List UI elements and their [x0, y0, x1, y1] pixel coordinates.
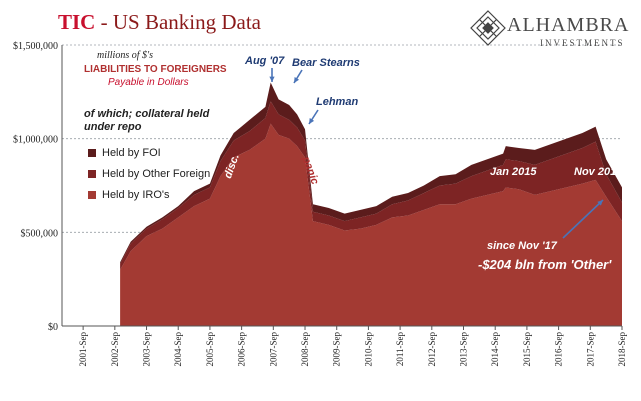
- x-axis-ticks: 2001-Sep 2002-Sep 2003-Sep 2004-Sep 2005-Sep…: [78, 326, 627, 367]
- y-tick-label-1: $500,000: [21, 228, 59, 239]
- x-tick-label-10: 2011-Sep: [395, 332, 405, 367]
- x-tick-label-5: 2006-Sep: [237, 332, 247, 367]
- legend-item-other: Held by Other Foreign: [88, 163, 210, 184]
- series-area-1: [120, 101, 622, 270]
- series-area-0: [120, 123, 622, 327]
- annotation-lehman: Lehman: [316, 96, 359, 108]
- liabilities-note: LIABILITIES TO FOREIGNERS: [84, 64, 227, 75]
- legend-swatch-iro: [88, 190, 96, 199]
- x-tick-label-1: 2002-Sep: [110, 332, 120, 367]
- annotation-nov2017: Nov 2017: [574, 166, 623, 178]
- legend-label-other: Held by Other Foreign: [102, 167, 211, 180]
- title-prefix: TIC: [58, 10, 96, 34]
- arrow-since-nov17-head: [597, 200, 603, 206]
- x-tick-label-3: 2004-Sep: [173, 332, 183, 367]
- x-tick-label-2: 2003-Sep: [142, 332, 152, 367]
- annotation-since-nov17: since Nov '17: [487, 240, 557, 252]
- y-axis-ticks: $0 $500,000 $1,000,000 $1,500,000: [13, 41, 58, 333]
- x-tick-label-13: 2014-Sep: [490, 332, 500, 367]
- units-note: millions of $'s: [97, 50, 154, 61]
- logo-name: ALHAMBRA: [507, 14, 630, 36]
- arrow-lehman-head: [309, 118, 315, 124]
- legend-item-iro: Held by IRO's: [88, 184, 210, 205]
- annotation-arrows: [269, 68, 604, 239]
- collateral-note: of which; collateral held under repo: [84, 108, 210, 133]
- legend-swatch-foi: [88, 148, 96, 157]
- y-tick-label-2: $1,000,000: [13, 135, 58, 146]
- x-tick-label-4: 2005-Sep: [205, 332, 215, 367]
- diamond-lattice-icon: [470, 10, 506, 46]
- x-tick-label-16: 2017-Sep: [585, 332, 595, 367]
- annotation-jan2015: Jan 2015: [490, 166, 537, 178]
- x-tick-label-17: 2018-Sep: [617, 332, 627, 367]
- annotation-aug07: Aug '07: [245, 55, 285, 67]
- y-tick-label-3: $1,500,000: [13, 41, 58, 52]
- chart-title: TIC - US Banking Data: [58, 10, 261, 35]
- x-tick-label-12: 2013-Sep: [459, 332, 469, 367]
- x-tick-label-9: 2010-Sep: [363, 332, 373, 367]
- x-tick-label-8: 2009-Sep: [332, 332, 342, 367]
- x-tick-label-14: 2015-Sep: [522, 332, 532, 367]
- arrow-aug07-head: [269, 76, 275, 82]
- legend-label-foi: Held by FOI: [102, 146, 161, 159]
- chart-legend: Held by FOI Held by Other Foreign Held b…: [88, 142, 210, 205]
- annotation-bear-stearns: Bear Stearns: [292, 57, 360, 69]
- arrow-since-nov17-shaft: [562, 199, 604, 239]
- chart-areas: [120, 82, 622, 327]
- annotation-decline: -$204 bln from 'Other': [478, 257, 612, 272]
- chart-axes: [61, 45, 622, 327]
- x-tick-label-15: 2016-Sep: [554, 332, 564, 367]
- y-tick-label-0: $0: [48, 322, 58, 333]
- logo-sub: INVESTMENTS: [540, 38, 625, 48]
- x-tick-label-11: 2012-Sep: [427, 332, 437, 367]
- payable-note: Payable in Dollars: [108, 77, 189, 88]
- legend-label-iro: Held by IRO's: [102, 188, 170, 201]
- x-tick-label-6: 2007-Sep: [268, 332, 278, 367]
- legend-item-foi: Held by FOI: [88, 142, 210, 163]
- x-tick-label-7: 2008-Sep: [300, 332, 310, 367]
- series-area-2: [120, 82, 622, 265]
- title-rest: - US Banking Data: [95, 10, 262, 34]
- x-tick-label-0: 2001-Sep: [78, 332, 88, 367]
- legend-swatch-other: [88, 169, 96, 178]
- arrow-bear-stearns-head: [294, 77, 300, 83]
